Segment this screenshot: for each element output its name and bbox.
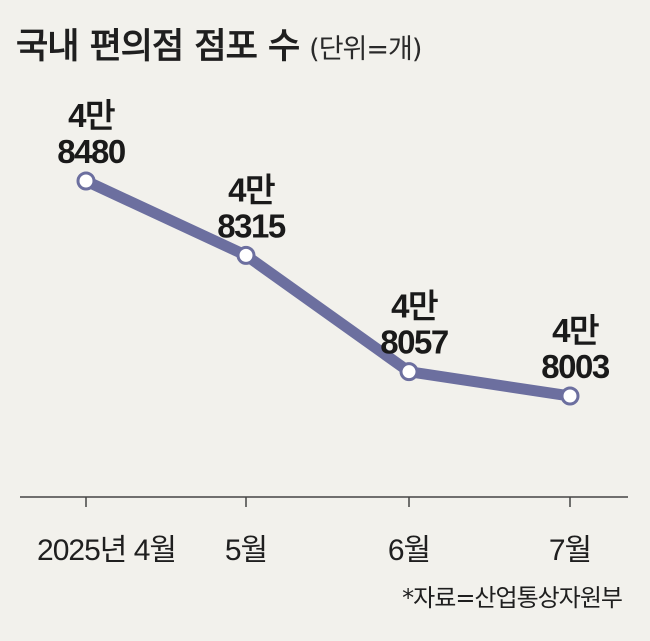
x-tick-label: 6월 bbox=[388, 534, 430, 567]
data-point-marker bbox=[560, 386, 580, 406]
series-line-segment bbox=[240, 249, 415, 378]
series-line-segment bbox=[403, 366, 576, 402]
chart-title: 국내 편의점 점포 수 bbox=[16, 27, 300, 67]
data-label-line2: 8057 bbox=[380, 324, 448, 361]
x-tick-label: 7월 bbox=[549, 534, 591, 567]
data-label-line1: 4만 bbox=[391, 288, 438, 325]
data-point-marker bbox=[76, 171, 96, 191]
data-label-line2: 8003 bbox=[541, 348, 610, 385]
title-row: 국내 편의점 점포 수 (단위=개) bbox=[16, 18, 422, 69]
data-label-line1: 4만 bbox=[552, 312, 599, 349]
source-note: *자료=산업통상자원부 bbox=[402, 584, 623, 612]
x-tick-label: 5월 bbox=[225, 534, 267, 567]
data-label-line1: 4만 bbox=[228, 171, 275, 208]
data-point-marker bbox=[236, 245, 256, 265]
data-label-line1: 4만 bbox=[68, 97, 115, 134]
unit-label: (단위=개) bbox=[309, 34, 422, 65]
series-line-segment bbox=[80, 175, 252, 261]
data-label-line2: 8315 bbox=[217, 207, 286, 244]
data-label-line2: 8480 bbox=[57, 133, 125, 170]
x-tick-label: 2025년 4월 bbox=[37, 534, 176, 567]
data-point-marker bbox=[399, 362, 419, 382]
